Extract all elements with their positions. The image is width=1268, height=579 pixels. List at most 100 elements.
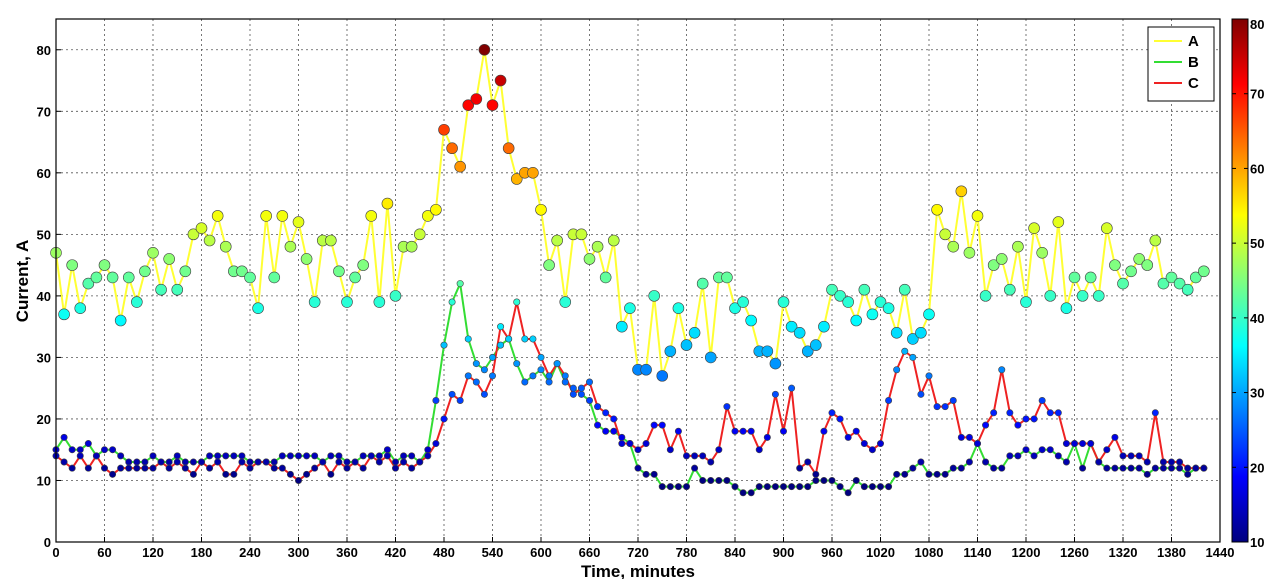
data-point	[367, 452, 375, 460]
data-point	[844, 489, 852, 497]
x-tick-label: 720	[627, 545, 649, 560]
data-point	[818, 320, 830, 333]
x-tick-label: 900	[773, 545, 795, 560]
data-point	[1143, 470, 1151, 478]
data-point	[998, 366, 1006, 374]
data-point	[893, 470, 901, 478]
data-point	[812, 476, 820, 484]
data-point	[836, 415, 844, 423]
x-tick-label: 780	[676, 545, 698, 560]
data-point	[704, 351, 717, 364]
data-point	[488, 353, 496, 361]
data-point	[480, 390, 488, 398]
y-tick-label: 70	[37, 104, 51, 119]
data-point	[553, 360, 561, 368]
data-point	[1135, 452, 1143, 460]
data-point	[424, 452, 432, 460]
data-point	[607, 234, 620, 247]
data-point	[440, 415, 448, 423]
data-point	[1135, 464, 1143, 472]
data-point	[60, 458, 68, 466]
data-point	[1084, 271, 1097, 284]
x-tick-label: 1440	[1206, 545, 1235, 560]
y-tick-label: 30	[37, 350, 51, 365]
data-point	[828, 476, 836, 484]
data-point	[898, 283, 911, 296]
data-point	[165, 458, 173, 466]
data-point	[707, 476, 715, 484]
data-point	[109, 446, 117, 454]
data-point	[739, 427, 747, 435]
data-point	[876, 440, 884, 448]
data-point	[1036, 247, 1048, 259]
y-tick-label: 0	[44, 535, 51, 550]
data-point	[1046, 446, 1054, 454]
data-point	[529, 372, 537, 380]
legend-label: C	[1188, 75, 1199, 92]
data-point	[868, 483, 876, 491]
data-point	[779, 483, 787, 491]
data-point	[1028, 222, 1040, 234]
data-point	[949, 396, 957, 404]
data-point	[203, 234, 216, 247]
data-point	[1127, 464, 1135, 472]
data-point	[294, 476, 302, 484]
legend: ABC	[1147, 26, 1215, 102]
x-tick-label: 1080	[915, 545, 944, 560]
data-point	[1060, 302, 1073, 314]
data-point	[238, 452, 246, 460]
data-point	[796, 464, 804, 472]
data-point	[521, 335, 529, 343]
data-point	[1111, 464, 1119, 472]
data-point	[513, 298, 521, 306]
data-point	[114, 314, 127, 327]
data-point	[820, 476, 828, 484]
data-point	[737, 296, 749, 308]
data-point	[957, 433, 965, 441]
data-point	[987, 259, 1000, 271]
data-point	[1149, 234, 1162, 247]
data-point	[125, 458, 133, 466]
data-point	[769, 357, 782, 370]
data-point	[1151, 409, 1159, 417]
data-point	[1095, 458, 1103, 466]
data-point	[373, 296, 386, 308]
data-point	[68, 446, 76, 454]
data-point	[181, 458, 189, 466]
data-point	[650, 421, 658, 429]
data-point	[1006, 452, 1014, 460]
data-point	[901, 470, 909, 478]
data-point	[796, 483, 804, 491]
data-point	[691, 452, 699, 460]
data-point	[448, 298, 456, 306]
data-point	[521, 378, 529, 386]
data-point	[84, 440, 92, 448]
data-point	[1111, 433, 1119, 441]
data-point	[982, 421, 990, 429]
data-point	[270, 464, 278, 472]
data-point	[359, 464, 367, 472]
data-point	[907, 333, 919, 345]
data-point	[616, 320, 628, 333]
colorbar-tick-label: 30	[1250, 386, 1264, 401]
data-point	[1030, 415, 1038, 423]
data-point	[1079, 464, 1087, 472]
data-point	[1054, 452, 1062, 460]
data-point	[610, 427, 618, 435]
x-tick-label: 120	[142, 545, 164, 560]
data-point	[456, 280, 464, 288]
data-point	[244, 271, 256, 284]
data-point	[303, 452, 311, 460]
data-point	[1004, 283, 1016, 296]
data-point	[826, 283, 838, 296]
data-point	[594, 403, 602, 411]
data-point	[391, 458, 399, 466]
data-point	[788, 483, 796, 491]
data-point	[359, 452, 367, 460]
data-point	[149, 464, 157, 472]
data-point	[351, 458, 359, 466]
x-tick-label: 960	[821, 545, 843, 560]
x-tick-label: 660	[579, 545, 601, 560]
data-point	[181, 464, 189, 472]
